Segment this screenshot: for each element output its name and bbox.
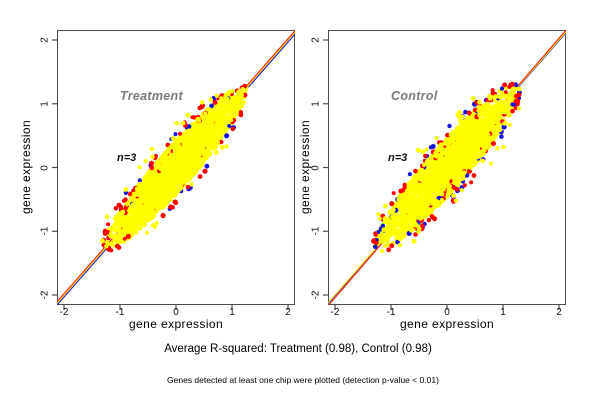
y-tick-label: -1: [310, 226, 322, 236]
y-tick-label: -1: [39, 226, 51, 236]
treatment-scatter-panel: [52, 30, 295, 310]
y-tick-label: 0: [310, 164, 322, 171]
y-tick-label: 0: [39, 164, 51, 171]
plot-content: [328, 30, 566, 305]
plot-box: [328, 30, 566, 305]
x-tick-label: 0: [173, 307, 179, 318]
x-tick-label: 1: [229, 307, 235, 318]
panel-label-treatment: Treatment: [120, 89, 183, 103]
x-tick-label: 2: [285, 307, 291, 318]
replicate-count-annotation-treatment: n=3: [117, 152, 137, 164]
x-tick-label: 0: [444, 307, 450, 318]
panel-label-control: Control: [391, 89, 438, 103]
y-tick-label: -2: [39, 290, 51, 300]
scatter-points: [100, 83, 249, 253]
x-tick-label: -1: [115, 307, 125, 318]
caption-r-squared: Average R-squared: Treatment (0.98), Con…: [164, 343, 432, 355]
y-tick-label: 2: [310, 37, 322, 43]
plot-box: [57, 30, 295, 305]
x-tick-label: 2: [556, 307, 562, 318]
y-tick-label: 1: [310, 100, 322, 107]
scatter-points: [371, 81, 522, 254]
y-tick-label: -2: [310, 290, 322, 300]
x-tick-label: -2: [59, 307, 69, 318]
control-scatter-panel: [323, 30, 566, 310]
replicate-count-annotation-control: n=3: [388, 152, 408, 164]
x-axis-label-treatment: gene expression: [128, 317, 224, 331]
x-tick-label: -1: [386, 307, 396, 318]
caption-detection-note: Genes detected at least one chip were pl…: [167, 375, 439, 385]
y-tick-label: 1: [39, 100, 51, 107]
y-tick-label: 2: [39, 37, 51, 43]
x-axis-label-control: gene expression: [399, 317, 495, 331]
x-tick-label: 1: [500, 307, 506, 318]
x-tick-label: -2: [330, 307, 340, 318]
plot-content: [57, 30, 295, 305]
y-axis-label-treatment: gene expression: [19, 119, 33, 215]
